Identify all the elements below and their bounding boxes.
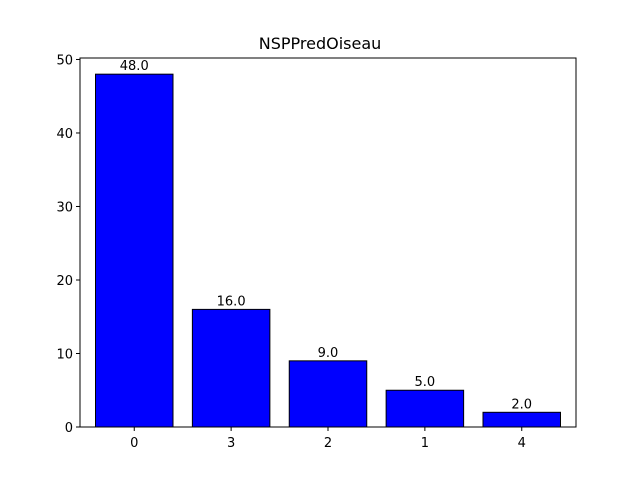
bar — [482, 411, 561, 428]
bar-value-label: 16.0 — [217, 294, 246, 309]
bar — [95, 73, 174, 428]
bar — [385, 389, 465, 428]
bar-value-label: 5.0 — [415, 375, 436, 390]
axes-frame — [79, 57, 577, 428]
x-tick-label: 2 — [324, 436, 332, 451]
y-tick-label: 40 — [56, 127, 73, 142]
x-tick-label: 3 — [227, 436, 235, 451]
y-tick-label: 30 — [56, 200, 73, 215]
bar-value-label: 2.0 — [511, 397, 532, 412]
y-tick-label: 0 — [65, 421, 73, 436]
x-tick-label: 1 — [421, 436, 429, 451]
chart-title: NSPPredOiseau — [259, 34, 382, 53]
bar — [288, 360, 368, 428]
bar-value-label: 48.0 — [120, 59, 149, 74]
y-tick-label: 20 — [56, 274, 73, 289]
bar-value-label: 9.0 — [318, 346, 339, 361]
x-tick-label: 0 — [130, 436, 138, 451]
bar — [191, 308, 271, 428]
plot-area: 0 10 20 30 40 50 0 48.0 3 16.0 2 9.0 1 5.0 4 2.0 — [56, 53, 561, 451]
x-tick-label: 4 — [518, 436, 526, 451]
y-tick-label: 10 — [56, 347, 73, 362]
y-tick-label: 50 — [56, 53, 73, 68]
